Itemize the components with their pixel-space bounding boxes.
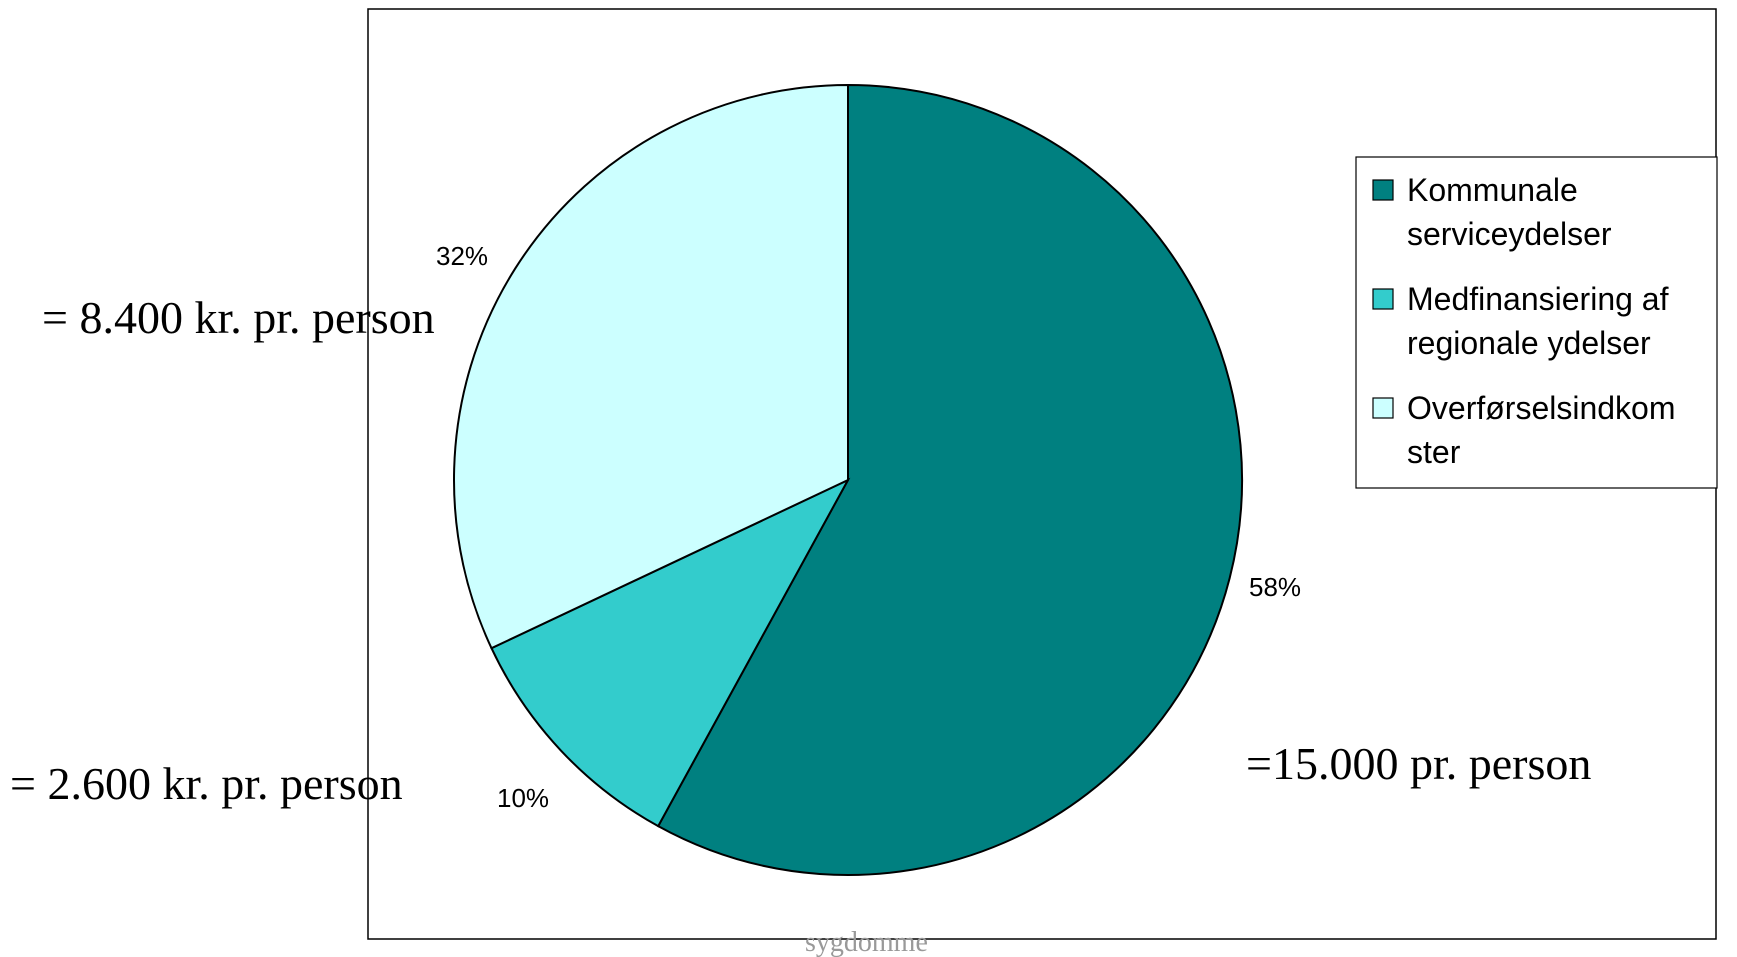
footer-text: sygdomme xyxy=(805,927,928,957)
legend: Kommunale serviceydelser Medfinansiering… xyxy=(1355,156,1718,489)
legend-swatch-medfinansiering xyxy=(1372,288,1394,310)
pie-slice-kommunale xyxy=(656,83,1243,876)
legend-label-medfinansiering-line2: regionale ydelser xyxy=(1407,325,1651,361)
legend-label-kommunale-line2: serviceydelser xyxy=(1407,216,1612,252)
pie-slices xyxy=(453,83,1243,876)
legend-swatch-overforsel xyxy=(1372,397,1394,419)
annotation-medfinansiering: = 2.600 kr. pr. person xyxy=(10,758,403,809)
slice-label-kommunale: 58% xyxy=(1249,572,1301,602)
annotation-overforsel: = 8.400 kr. pr. person xyxy=(42,292,435,343)
slice-label-overforsel: 32% xyxy=(436,241,488,271)
annotation-kommunale: =15.000 pr. person xyxy=(1246,738,1591,789)
legend-label-medfinansiering-line1: Medfinansiering af xyxy=(1407,281,1669,317)
legend-label-kommunale-line1: Kommunale xyxy=(1407,172,1578,208)
legend-swatch-kommunale xyxy=(1372,179,1394,201)
legend-label-overforsel-line2: ster xyxy=(1407,434,1461,470)
pie-slice-overforsel xyxy=(453,83,849,650)
slice-label-medfinansiering: 10% xyxy=(497,783,549,813)
legend-box xyxy=(1355,156,1718,489)
legend-label-overforsel-line1: Overførselsindkom xyxy=(1407,390,1676,426)
pie-slice-medfinansiering xyxy=(490,477,851,828)
